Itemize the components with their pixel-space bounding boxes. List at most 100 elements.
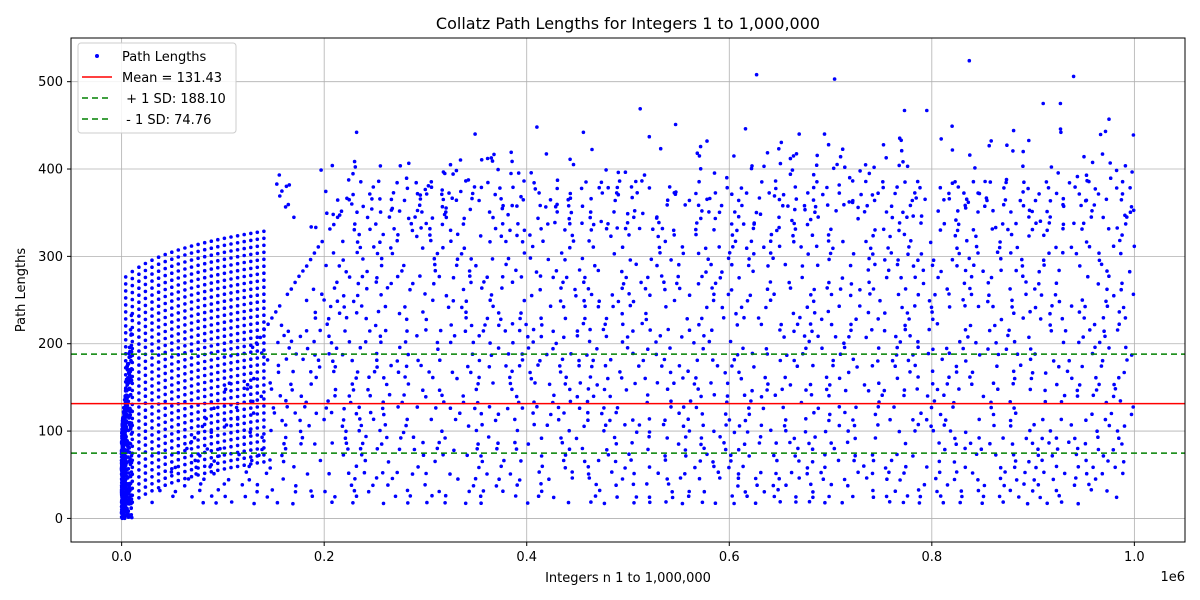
- scatter-point: [759, 395, 764, 399]
- scatter-point: [713, 281, 718, 286]
- scatter-point: [216, 258, 220, 263]
- scatter-point: [657, 245, 662, 250]
- scatter-point: [433, 459, 437, 464]
- scatter-point: [121, 419, 125, 423]
- scatter-point: [298, 334, 303, 339]
- scatter-point: [235, 417, 240, 421]
- scatter-point: [814, 163, 819, 167]
- scatter-point: [360, 274, 365, 279]
- scatter-point: [409, 221, 414, 226]
- scatter-point: [130, 360, 135, 365]
- scatter-point: [243, 494, 248, 499]
- scatter-point: [1008, 424, 1013, 428]
- scatter-point: [345, 196, 349, 201]
- scatter-point: [291, 501, 295, 506]
- scatter-point: [127, 345, 132, 350]
- scatter-point: [123, 459, 128, 463]
- scatter-point: [327, 471, 331, 476]
- scatter-point: [183, 337, 187, 341]
- scatter-point: [183, 406, 187, 411]
- scatter-point: [237, 452, 241, 457]
- scatter-point: [229, 347, 233, 351]
- scatter-point: [810, 233, 815, 237]
- scatter-point: [123, 310, 128, 314]
- scatter-point: [730, 494, 734, 498]
- scatter-point: [954, 218, 958, 222]
- scatter-point: [137, 265, 141, 270]
- scatter-point: [119, 505, 124, 509]
- scatter-point: [431, 298, 435, 303]
- scatter-point: [797, 476, 801, 480]
- scatter-point: [574, 436, 579, 441]
- scatter-point: [1010, 305, 1014, 309]
- scatter-point: [370, 197, 374, 201]
- plot-frame: [70, 37, 1186, 543]
- scatter-point: [1097, 251, 1101, 255]
- scatter-point: [644, 311, 648, 316]
- scatter-point: [176, 360, 181, 364]
- scatter-point: [1027, 215, 1031, 219]
- scatter-point: [1003, 470, 1007, 474]
- scatter-point: [150, 405, 154, 409]
- scatter-point: [942, 198, 946, 202]
- scatter-point: [1014, 221, 1018, 226]
- scatter-point: [205, 447, 210, 451]
- scatter-point: [143, 289, 148, 294]
- scatter-point: [1048, 323, 1052, 327]
- scatter-point: [963, 304, 967, 308]
- scatter-point: [1004, 180, 1008, 185]
- scatter-point: [969, 274, 974, 279]
- scatter-point: [202, 310, 207, 315]
- scatter-point: [663, 458, 668, 462]
- x-tick-label: 1.0: [1124, 550, 1145, 565]
- scatter-point: [156, 262, 161, 267]
- scatter-point: [756, 316, 761, 320]
- scatter-point: [340, 424, 345, 429]
- scatter-point: [1054, 245, 1058, 250]
- scatter-point: [163, 385, 167, 390]
- scatter-point: [568, 387, 572, 392]
- scatter-point: [499, 317, 503, 322]
- scatter-point: [364, 434, 368, 439]
- scatter-point: [156, 409, 161, 413]
- scatter-point: [539, 482, 543, 486]
- scatter-point: [655, 263, 659, 268]
- scatter-point: [570, 476, 575, 480]
- scatter-point: [862, 210, 867, 214]
- scatter-point: [639, 280, 643, 285]
- scatter-point: [216, 314, 220, 319]
- scatter-point: [1077, 192, 1082, 196]
- scatter-point: [908, 370, 912, 374]
- scatter-point: [478, 234, 483, 238]
- scatter-point: [837, 405, 842, 409]
- scatter-point: [189, 244, 194, 248]
- scatter-point: [744, 191, 749, 195]
- scatter-point: [870, 453, 875, 457]
- scatter-point: [1012, 311, 1016, 316]
- scatter-point: [333, 394, 337, 398]
- scatter-point: [893, 364, 897, 369]
- scatter-point: [196, 249, 200, 254]
- scatter-point: [999, 256, 1003, 261]
- scatter-point: [782, 424, 787, 428]
- scatter-point: [235, 408, 240, 413]
- scatter-point: [500, 275, 505, 279]
- scatter-point: [183, 427, 187, 432]
- scatter-point: [254, 341, 259, 345]
- scatter-point: [582, 298, 586, 303]
- scatter-point: [163, 252, 167, 257]
- scatter-point: [1058, 101, 1063, 106]
- scatter-point: [314, 411, 319, 416]
- scatter-point: [229, 270, 233, 274]
- scatter-point: [410, 472, 415, 476]
- scatter-point: [947, 375, 951, 380]
- scatter-point: [150, 475, 154, 479]
- scatter-point: [551, 329, 555, 334]
- scatter-point: [895, 376, 900, 381]
- scatter-point: [418, 197, 423, 201]
- scatter-point: [344, 429, 348, 434]
- scatter-point: [539, 227, 543, 231]
- scatter-point: [812, 311, 817, 315]
- scatter-point: [937, 470, 942, 475]
- scatter-point: [1030, 209, 1034, 214]
